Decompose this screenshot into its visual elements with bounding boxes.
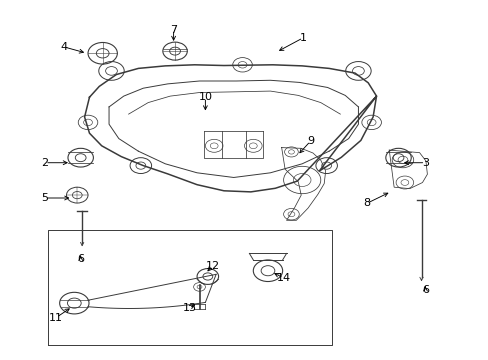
Text: 14: 14 <box>276 273 290 283</box>
Text: 9: 9 <box>306 136 313 146</box>
Text: 10: 10 <box>198 92 212 102</box>
Text: 11: 11 <box>49 312 63 323</box>
Text: 7: 7 <box>170 24 177 35</box>
Text: 12: 12 <box>205 261 219 271</box>
Text: 3: 3 <box>421 158 428 168</box>
Text: 1: 1 <box>299 33 306 43</box>
Text: 13: 13 <box>183 303 196 313</box>
Text: 6: 6 <box>77 254 84 264</box>
Text: 6: 6 <box>421 285 428 295</box>
Text: 8: 8 <box>363 198 369 208</box>
Text: 2: 2 <box>41 158 48 168</box>
Text: 5: 5 <box>41 193 48 203</box>
Text: 4: 4 <box>60 42 67 52</box>
